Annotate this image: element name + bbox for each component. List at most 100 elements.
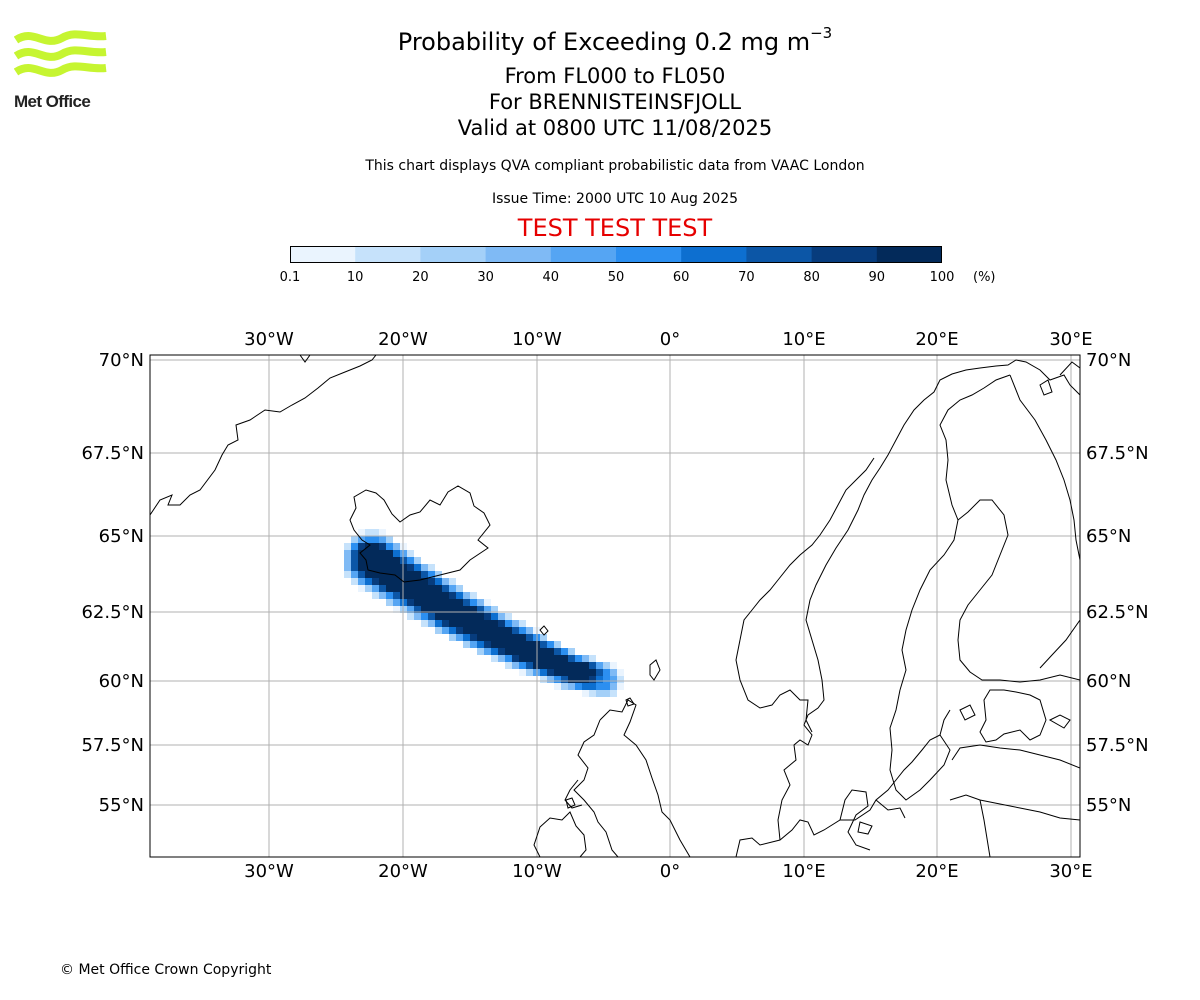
plume-cell bbox=[372, 543, 379, 550]
plume-cell bbox=[498, 648, 505, 655]
plume-cell bbox=[470, 613, 477, 620]
lat-label-left: 60°N bbox=[99, 671, 144, 692]
plume-cell bbox=[603, 669, 610, 676]
met-office-waves-icon bbox=[13, 30, 107, 77]
plume-cell bbox=[449, 592, 456, 599]
plume-cell bbox=[610, 662, 617, 669]
plume-cell bbox=[540, 648, 547, 655]
plume-cell bbox=[540, 641, 547, 648]
plume-cell bbox=[379, 571, 386, 578]
plume-cell bbox=[358, 564, 365, 571]
colorbar-tick-label: 60 bbox=[672, 270, 690, 285]
lat-label-left: 65°N bbox=[99, 526, 144, 547]
colorbar-tick-label: 40 bbox=[542, 270, 560, 285]
plume-cell bbox=[603, 662, 610, 669]
baltic-coast bbox=[979, 689, 1047, 743]
plume-cell bbox=[512, 641, 519, 648]
plume-cell bbox=[526, 634, 533, 641]
plume-cell bbox=[351, 550, 358, 557]
plume-cell bbox=[414, 585, 421, 592]
plume-cell bbox=[470, 627, 477, 634]
plume-cell bbox=[414, 599, 421, 606]
lat-label-right: 60°N bbox=[1086, 671, 1131, 692]
plume-cell bbox=[442, 599, 449, 606]
plume-cell bbox=[589, 655, 596, 662]
plume-cell bbox=[379, 550, 386, 557]
plume-cell bbox=[386, 585, 393, 592]
plume-cell bbox=[554, 655, 561, 662]
plume-cell bbox=[568, 683, 575, 690]
plume-cell bbox=[428, 585, 435, 592]
plume-cell bbox=[407, 571, 414, 578]
valid-time: Valid at 0800 UTC 11/08/2025 bbox=[457, 116, 773, 140]
plume-cell bbox=[449, 606, 456, 613]
plume-cell bbox=[603, 676, 610, 683]
plume-cell bbox=[421, 620, 428, 627]
plume-cell bbox=[470, 641, 477, 648]
plume-cell bbox=[505, 648, 512, 655]
plume-cell bbox=[610, 676, 617, 683]
plume-cell bbox=[344, 543, 351, 550]
plume-cell bbox=[582, 676, 589, 683]
colorbar-segment bbox=[876, 246, 942, 263]
plume-cell bbox=[589, 690, 596, 697]
colorbar-tick-label: 70 bbox=[738, 270, 755, 285]
plume-cell bbox=[603, 683, 610, 690]
plume-cell bbox=[463, 627, 470, 634]
plume-cell bbox=[526, 627, 533, 634]
plume-cell bbox=[442, 613, 449, 620]
plume-cell bbox=[589, 683, 596, 690]
colorbar-tick-label: 50 bbox=[607, 270, 625, 285]
colorbar-segment bbox=[616, 246, 682, 263]
volcano-name: For BRENNISTEINSFJOLL bbox=[488, 90, 742, 114]
plume-cell bbox=[428, 571, 435, 578]
plume-cell bbox=[512, 634, 519, 641]
plume-cell bbox=[470, 634, 477, 641]
plume-cell bbox=[428, 599, 435, 606]
chart-title: Probability of Exceeding 0.2 mg m−3 bbox=[0, 24, 1200, 56]
ireland-coast bbox=[533, 811, 587, 857]
plume-cell bbox=[477, 606, 484, 613]
plume-cell bbox=[463, 606, 470, 613]
plume-cell bbox=[561, 648, 568, 655]
plume-cell bbox=[512, 662, 519, 669]
plume-cell bbox=[449, 627, 456, 634]
plume-cell bbox=[575, 655, 582, 662]
plume-cell bbox=[386, 564, 393, 571]
lon-label-bottom: 20°E bbox=[915, 861, 958, 882]
plume-cell bbox=[407, 592, 414, 599]
plume-cell bbox=[547, 641, 554, 648]
plume-cell bbox=[498, 641, 505, 648]
plume-cell bbox=[568, 669, 575, 676]
plume-cell bbox=[351, 543, 358, 550]
plume-cell bbox=[428, 578, 435, 585]
met-office-logo: Met Office bbox=[13, 30, 110, 116]
plume-cell bbox=[519, 669, 526, 676]
plume-cell bbox=[596, 683, 603, 690]
plume-cell bbox=[351, 571, 358, 578]
plume-cell bbox=[386, 592, 393, 599]
plume-cell bbox=[372, 550, 379, 557]
plume-cell bbox=[554, 641, 561, 648]
plume-cell bbox=[477, 634, 484, 641]
plume-cell bbox=[554, 662, 561, 669]
plume-cell bbox=[449, 613, 456, 620]
plume-cell bbox=[407, 557, 414, 564]
plume-cell bbox=[519, 648, 526, 655]
plume-cell bbox=[449, 634, 456, 641]
plume-cell bbox=[463, 620, 470, 627]
plume-cell bbox=[540, 669, 547, 676]
plume-cell bbox=[442, 627, 449, 634]
plume-cell bbox=[365, 578, 372, 585]
title-superscript: −3 bbox=[810, 24, 833, 42]
lon-label-top: 30°W bbox=[244, 329, 294, 350]
lat-label-left: 62.5°N bbox=[81, 602, 144, 623]
plume-cell bbox=[414, 564, 421, 571]
plume-cell bbox=[470, 620, 477, 627]
plume-cell bbox=[470, 599, 477, 606]
colorbar-segment bbox=[681, 246, 747, 263]
plume-cell bbox=[589, 669, 596, 676]
lat-label-left: 67.5°N bbox=[81, 443, 144, 464]
plume-cell bbox=[477, 641, 484, 648]
plume-cell bbox=[365, 550, 372, 557]
